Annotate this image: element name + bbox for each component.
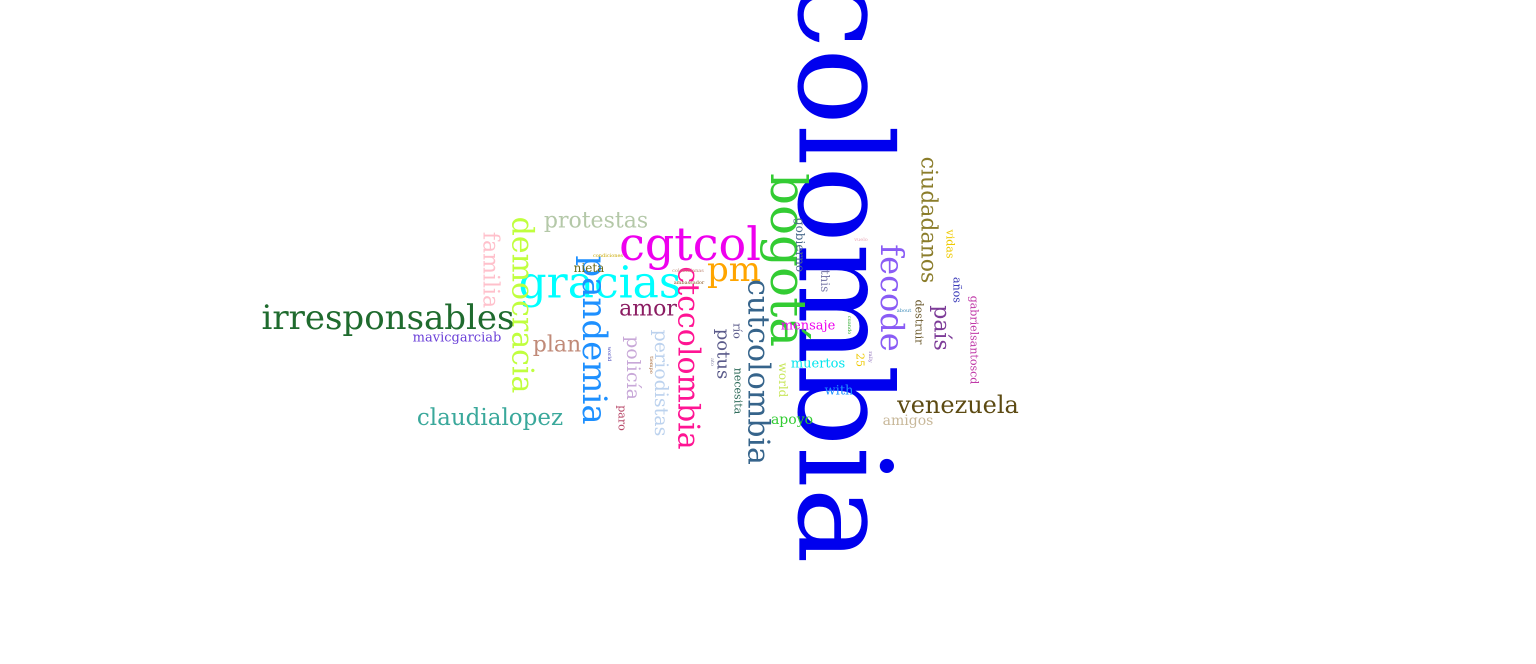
word-ciudadanos: ciudadanos [916, 157, 941, 284]
word-pandemia: pandemia [574, 255, 614, 424]
word-destruir: destruir [913, 300, 926, 345]
word-with: with [825, 384, 855, 399]
word-gracias: gracias [519, 258, 682, 309]
word-democracia: democracia [505, 217, 540, 394]
word-claudialopez: claudialopez [417, 405, 563, 431]
word-irresponsables: irresponsables [261, 298, 514, 338]
word-colombianas: colombianas [672, 268, 704, 274]
word-necesita: necesita [732, 368, 745, 415]
word-colombia: colombia [769, 0, 918, 564]
word-pais: país [929, 305, 954, 351]
word-bogota: bogotá [759, 173, 817, 347]
word-pm: pm [707, 250, 761, 290]
word-world-small: world [606, 347, 612, 362]
word-cutcolombia: cutcolombia [741, 279, 776, 465]
word-amor: amor [619, 297, 677, 322]
word-ctccolombia: ctccolombia [671, 266, 706, 449]
word-anos: años [951, 277, 964, 303]
word-gobierno: gobierno [793, 218, 807, 272]
word-condiciones: condiciones [593, 253, 623, 259]
word-amigos: amigos [883, 413, 934, 429]
word-ambassador: ambassador [674, 280, 705, 286]
word-protestas: protestas [544, 209, 648, 234]
word-venezuela: venezuela [896, 391, 1019, 419]
word-mensaje: mensaje [781, 319, 836, 334]
word-vuelo: vuelo [853, 237, 868, 243]
word-25: 25 [854, 353, 867, 367]
word-fecode: fecode [873, 244, 911, 351]
word-plan: plan [533, 333, 581, 358]
word-policia: policía [622, 336, 644, 400]
word-ato: ato [709, 358, 715, 366]
word-world: world [776, 363, 790, 398]
word-vidas: vidas [944, 229, 957, 259]
word-gabrielsantoscd: gabrielsantoscd [968, 296, 981, 385]
word-mavicgarciab: mavicgarciab [413, 331, 502, 346]
word-about: about [897, 308, 911, 314]
word-rio: río [731, 323, 744, 339]
word-rally: rally [867, 351, 873, 363]
word-periodistas: periodistas [650, 330, 672, 437]
word-muertos: muertos [791, 357, 845, 372]
word-cgtcol: cgtcol [619, 217, 761, 271]
word-cuando: cuando [846, 316, 852, 334]
word-tiempo: tiempo [648, 356, 654, 374]
word-familia: familia [478, 232, 503, 308]
word-apoyo: apoyo [771, 412, 813, 428]
word-this: this [818, 270, 832, 293]
word-potus: potus [713, 329, 734, 379]
word-paro: paro [616, 405, 629, 431]
word-nieta: nieta [574, 261, 605, 275]
